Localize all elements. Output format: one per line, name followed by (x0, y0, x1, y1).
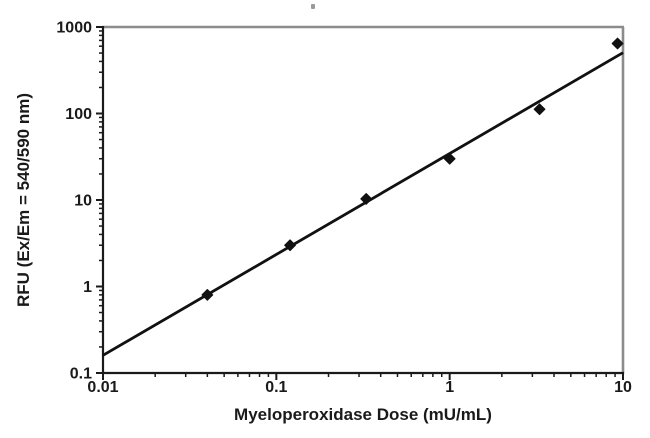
regression-line (102, 51, 624, 357)
y-axis: 0.1 1 10 100 1000 (56, 20, 103, 383)
x-tick-label: 10 (614, 379, 632, 396)
data-points (201, 37, 624, 301)
y-tick-label: 10 (74, 193, 92, 210)
fit-line (102, 51, 624, 357)
y-tick-label: 100 (65, 106, 92, 123)
y-tick-label: 1000 (56, 20, 92, 37)
y-tick-label: 1 (83, 279, 92, 296)
x-tick-label: 0.01 (87, 379, 118, 396)
x-axis: 0.01 0.1 1 10 (87, 373, 632, 396)
plot-frame (102, 25, 625, 374)
axis-spines (101, 26, 624, 375)
y-tick-label: 0.1 (70, 366, 92, 383)
data-point (284, 239, 296, 252)
x-axis-title: Myeloperoxidase Dose (mU/mL) (234, 405, 492, 424)
data-point (443, 152, 456, 165)
data-point (611, 37, 624, 50)
y-axis-title: RFU (Ex/Em = 540/590 nm) (14, 92, 33, 308)
data-point (201, 288, 214, 301)
x-tick-label: 1 (445, 379, 454, 396)
data-point (533, 103, 546, 116)
speck-artifact (311, 4, 315, 9)
data-point (360, 192, 373, 205)
x-tick-label: 0.1 (265, 379, 287, 396)
